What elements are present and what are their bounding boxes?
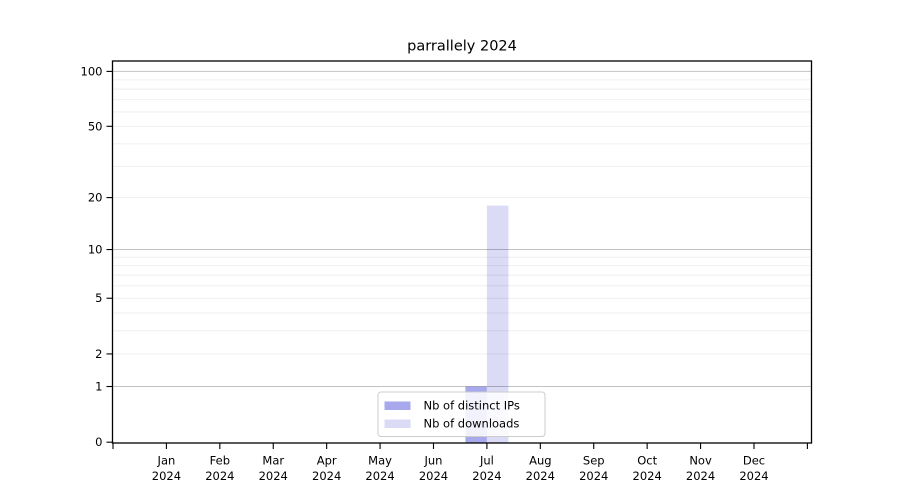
x-tick-label-year-oct: 2024 bbox=[633, 469, 662, 483]
x-tick-label-month-feb: Feb bbox=[210, 454, 230, 468]
x-tick-label-year-jul: 2024 bbox=[472, 469, 501, 483]
x-tick-label-month-apr: Apr bbox=[317, 454, 337, 468]
y-tick-label-1: 1 bbox=[95, 380, 102, 394]
legend-label-downloads: Nb of downloads bbox=[424, 417, 520, 431]
chart-title: parrallely 2024 bbox=[407, 39, 517, 55]
x-tick-label-year-jun: 2024 bbox=[419, 469, 448, 483]
y-tick-label-5: 5 bbox=[95, 291, 102, 305]
legend-swatch-downloads bbox=[384, 419, 411, 428]
x-tick-label-year-nov: 2024 bbox=[686, 469, 715, 483]
plot-area bbox=[112, 61, 812, 443]
bar-downloads-jul-2024[interactable] bbox=[486, 205, 509, 443]
legend-label-distinct-ips: Nb of distinct IPs bbox=[424, 399, 520, 413]
x-tick-label-year-feb: 2024 bbox=[205, 469, 234, 483]
x-tick-label-month-jul: Jul bbox=[479, 454, 494, 468]
y-tick-label-10: 10 bbox=[88, 243, 103, 257]
x-tick-label-year-aug: 2024 bbox=[526, 469, 555, 483]
x-tick-label-year-mar: 2024 bbox=[259, 469, 288, 483]
y-tick-label-50: 50 bbox=[88, 119, 103, 133]
legend-box bbox=[377, 391, 546, 437]
x-tick-label-month-mar: Mar bbox=[262, 454, 284, 468]
axes-frame bbox=[111, 60, 813, 444]
x-tick-label-year-jan: 2024 bbox=[152, 469, 181, 483]
x-tick-label-year-sep: 2024 bbox=[579, 469, 608, 483]
y-tick-label-100: 100 bbox=[81, 64, 103, 78]
x-tick-label-month-jan: Jan bbox=[157, 454, 176, 468]
x-tick-label-month-oct: Oct bbox=[637, 454, 657, 468]
x-tick-label-year-apr: 2024 bbox=[312, 469, 341, 483]
x-tick-label-month-aug: Aug bbox=[529, 454, 551, 468]
legend-swatch-distinct-ips bbox=[384, 401, 411, 410]
x-tick-label-month-may: May bbox=[368, 454, 392, 468]
x-tick-label-year-dec: 2024 bbox=[739, 469, 768, 483]
x-tick-label-month-jun: Jun bbox=[424, 454, 443, 468]
x-tick-label-month-sep: Sep bbox=[583, 454, 605, 468]
y-tick-label-20: 20 bbox=[88, 191, 103, 205]
y-tick-label-0: 0 bbox=[95, 435, 102, 449]
x-tick-label-year-may: 2024 bbox=[365, 469, 394, 483]
x-tick-label-month-dec: Dec bbox=[743, 454, 765, 468]
x-tick-label-month-nov: Nov bbox=[689, 454, 712, 468]
y-tick-label-2: 2 bbox=[95, 347, 102, 361]
